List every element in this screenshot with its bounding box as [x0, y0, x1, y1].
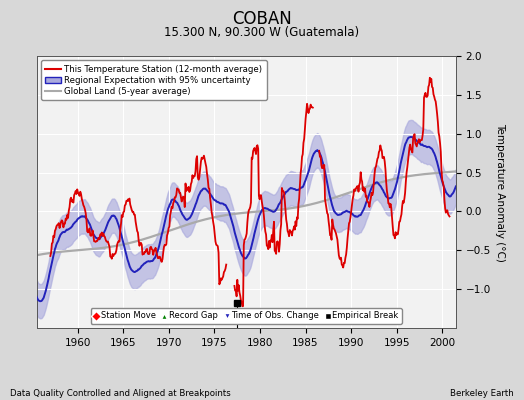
- Legend: Station Move, Record Gap, Time of Obs. Change, Empirical Break: Station Move, Record Gap, Time of Obs. C…: [91, 308, 402, 324]
- Y-axis label: Temperature Anomaly (°C): Temperature Anomaly (°C): [495, 122, 505, 262]
- Text: Berkeley Earth: Berkeley Earth: [450, 389, 514, 398]
- Text: 15.300 N, 90.300 W (Guatemala): 15.300 N, 90.300 W (Guatemala): [165, 26, 359, 39]
- Text: COBAN: COBAN: [232, 10, 292, 28]
- Text: Data Quality Controlled and Aligned at Breakpoints: Data Quality Controlled and Aligned at B…: [10, 389, 231, 398]
